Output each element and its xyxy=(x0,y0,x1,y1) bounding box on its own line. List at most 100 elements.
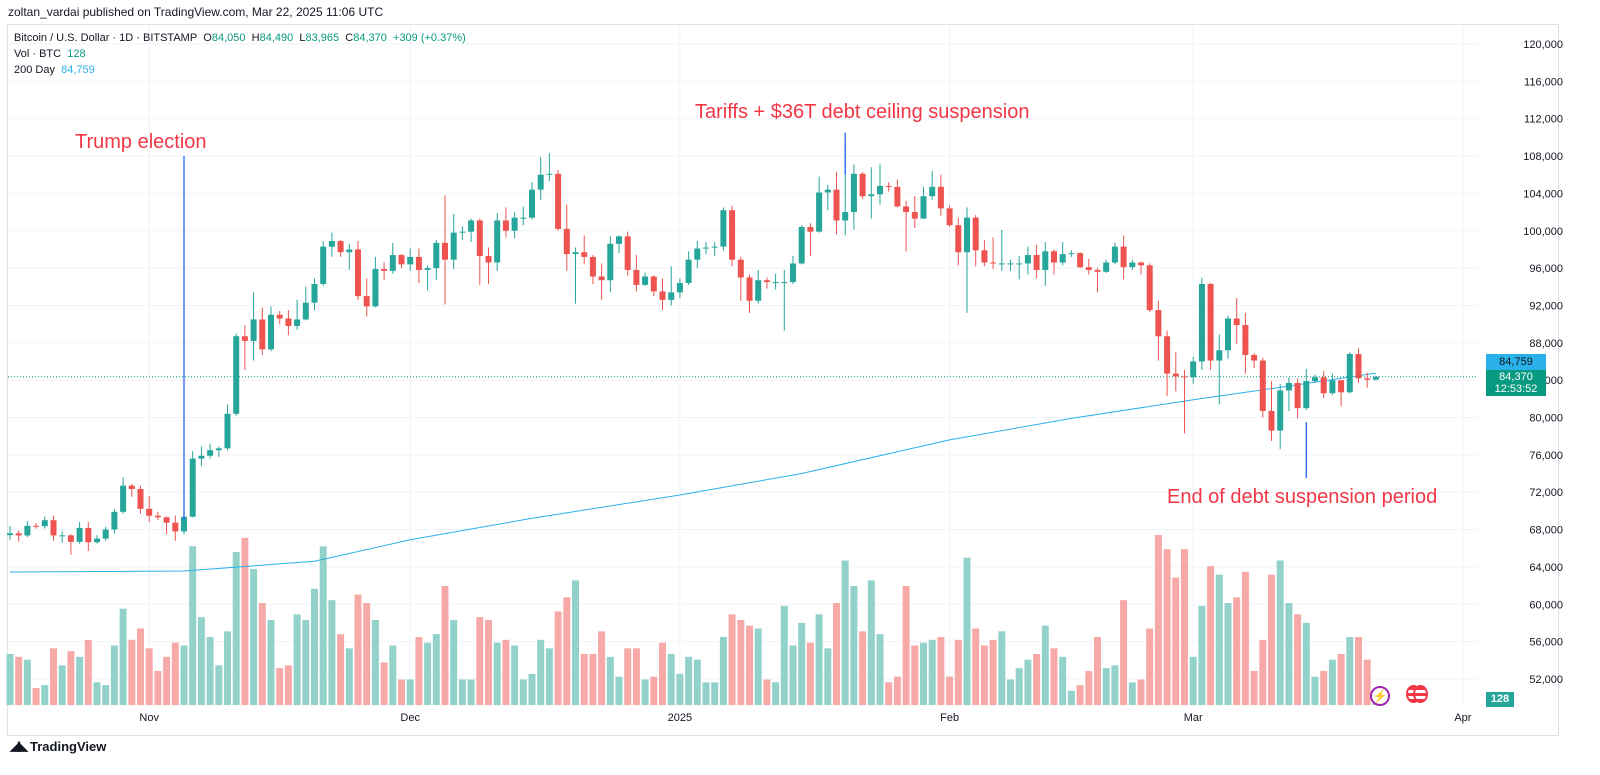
candle-body[interactable] xyxy=(1111,246,1118,263)
candle-body[interactable] xyxy=(485,255,492,263)
candle-body[interactable] xyxy=(1085,267,1092,270)
candle-body[interactable] xyxy=(76,527,83,542)
candle-body[interactable] xyxy=(233,336,240,414)
candle-body[interactable] xyxy=(398,255,405,265)
candle-body[interactable] xyxy=(1207,283,1214,361)
candle-body[interactable] xyxy=(563,228,570,255)
candle-body[interactable] xyxy=(1181,376,1188,378)
candle-body[interactable] xyxy=(790,263,796,283)
lightning-icon[interactable]: ⚡ xyxy=(1370,686,1390,706)
candle-body[interactable] xyxy=(1233,318,1240,326)
symbol-label[interactable]: Bitcoin / U.S. Dollar · 1D · BITSTAMP xyxy=(14,32,198,44)
candle-body[interactable] xyxy=(624,236,631,270)
candle-body[interactable] xyxy=(24,525,31,536)
candle-body[interactable] xyxy=(1198,283,1205,362)
candle-body[interactable] xyxy=(268,314,274,350)
candle-body[interactable] xyxy=(328,241,335,247)
candle-body[interactable] xyxy=(1016,263,1023,265)
candle-body[interactable] xyxy=(929,186,936,197)
candle-body[interactable] xyxy=(859,173,866,197)
candle-body[interactable] xyxy=(372,269,379,307)
candle-body[interactable] xyxy=(415,256,422,270)
candle-body[interactable] xyxy=(146,508,153,516)
candle-body[interactable] xyxy=(529,189,535,218)
candle-body[interactable] xyxy=(224,413,231,449)
candle-body[interactable] xyxy=(1129,262,1136,268)
candle-body[interactable] xyxy=(1138,262,1144,266)
chart-frame[interactable] xyxy=(7,24,1559,736)
candle-body[interactable] xyxy=(1051,251,1057,263)
candle-body[interactable] xyxy=(1251,354,1258,361)
candle-body[interactable] xyxy=(1077,253,1084,268)
candle-body[interactable] xyxy=(511,217,518,231)
candle-body[interactable] xyxy=(937,186,944,209)
candle-body[interactable] xyxy=(633,269,640,285)
candle-body[interactable] xyxy=(363,296,370,307)
candle-body[interactable] xyxy=(67,535,74,542)
candle-body[interactable] xyxy=(659,291,666,300)
candle-body[interactable] xyxy=(1059,254,1066,263)
candle-body[interactable] xyxy=(1225,318,1231,351)
candle-body[interactable] xyxy=(163,517,170,523)
candle-body[interactable] xyxy=(1312,377,1318,382)
candle-body[interactable] xyxy=(241,336,248,341)
candle-body[interactable] xyxy=(33,525,40,527)
candle-body[interactable] xyxy=(1024,255,1031,264)
candle-body[interactable] xyxy=(1120,246,1127,268)
candle-body[interactable] xyxy=(1277,390,1284,431)
candle-body[interactable] xyxy=(833,189,840,221)
candle-body[interactable] xyxy=(850,173,857,213)
candle-body[interactable] xyxy=(1164,336,1171,374)
candle-body[interactable] xyxy=(337,241,344,253)
volume-label[interactable]: Vol · BTC xyxy=(14,48,62,60)
candle-body[interactable] xyxy=(807,227,814,232)
candle-body[interactable] xyxy=(1294,382,1301,409)
candle-body[interactable] xyxy=(920,196,927,219)
candle-body[interactable] xyxy=(189,458,196,517)
candle-body[interactable] xyxy=(1146,265,1153,311)
candle-body[interactable] xyxy=(903,206,910,213)
candle-body[interactable] xyxy=(737,259,744,278)
candle-body[interactable] xyxy=(1172,373,1179,377)
candle-body[interactable] xyxy=(1033,255,1040,270)
candle-body[interactable] xyxy=(694,248,701,260)
candle-body[interactable] xyxy=(433,242,440,269)
candle-body[interactable] xyxy=(181,516,187,532)
candle-body[interactable] xyxy=(154,515,161,518)
candle-body[interactable] xyxy=(824,189,831,193)
candle-body[interactable] xyxy=(120,485,127,512)
candle-body[interactable] xyxy=(755,280,762,301)
annotation-text[interactable]: Trump election xyxy=(75,131,207,153)
candle-body[interactable] xyxy=(1007,263,1014,265)
candle-body[interactable] xyxy=(207,450,214,456)
candle-body[interactable] xyxy=(868,194,875,197)
candle-body[interactable] xyxy=(911,212,918,219)
candle-body[interactable] xyxy=(537,174,544,190)
candle-body[interactable] xyxy=(885,185,892,187)
candle-body[interactable] xyxy=(572,252,579,255)
candle-body[interactable] xyxy=(781,282,788,284)
candle-body[interactable] xyxy=(128,485,135,490)
candle-body[interactable] xyxy=(111,511,118,530)
candle-body[interactable] xyxy=(1372,376,1379,380)
candle-body[interactable] xyxy=(798,227,805,264)
candle-body[interactable] xyxy=(1364,378,1371,380)
candle-body[interactable] xyxy=(816,192,823,232)
candle-body[interactable] xyxy=(502,220,509,231)
candle-body[interactable] xyxy=(172,522,179,532)
candle-body[interactable] xyxy=(407,256,414,265)
candle-body[interactable] xyxy=(990,262,997,264)
candle-body[interactable] xyxy=(720,210,727,247)
candle-body[interactable] xyxy=(389,255,396,271)
candle-body[interactable] xyxy=(703,247,709,249)
candle-body[interactable] xyxy=(294,319,301,326)
candle-body[interactable] xyxy=(894,186,901,207)
candle-body[interactable] xyxy=(842,212,849,221)
candle-body[interactable] xyxy=(1355,354,1362,379)
candle-body[interactable] xyxy=(468,220,475,232)
candle-body[interactable] xyxy=(276,314,283,319)
candle-body[interactable] xyxy=(711,246,718,248)
candle-body[interactable] xyxy=(998,263,1005,265)
candle-body[interactable] xyxy=(520,217,527,219)
candle-body[interactable] xyxy=(59,535,66,537)
